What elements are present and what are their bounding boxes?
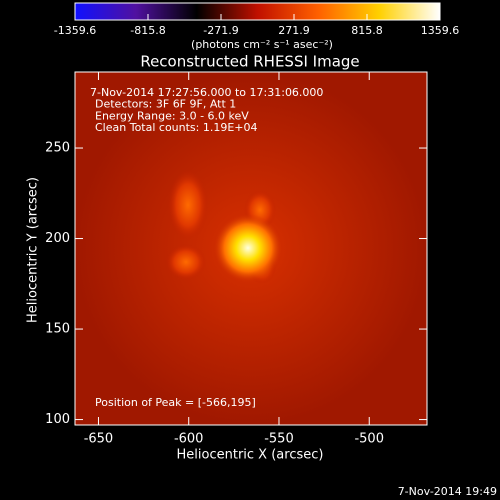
peak-label: Position of Peak = [-566,195]: [95, 396, 256, 409]
y-tick-label: 250: [45, 141, 70, 156]
annotation: Clean Total counts: 1.19E+04: [95, 121, 258, 134]
annotation: Detectors: 3F 6F 9F, Att 1: [95, 98, 236, 111]
plot-frame: [74, 71, 428, 426]
colorbar-tick-label: -815.8: [130, 24, 165, 37]
annotation: 7-Nov-2014 17:27:56.000 to 17:31:06.000: [90, 86, 323, 99]
colorbar-label: (photons cm⁻² s⁻¹ asec⁻²): [191, 38, 333, 51]
colorbar-tick-label: -271.9: [203, 24, 238, 37]
x-tick-label: -550: [264, 432, 294, 447]
image: [75, 72, 427, 425]
chart-title: Reconstructed RHESSI Image: [140, 53, 359, 71]
y-axis-label: Heliocentric Y (arcsec): [26, 177, 41, 323]
colorbar: [74, 2, 441, 21]
x-tick-label: -600: [174, 432, 204, 447]
annotation: Energy Range: 3.0 - 6.0 keV: [95, 109, 249, 122]
colorbar-tick-label: 815.8: [351, 24, 383, 37]
x-tick-label: -650: [84, 432, 114, 447]
x-tick-label: -500: [354, 432, 384, 447]
y-tick-label: 150: [45, 322, 70, 337]
x-axis-label: Heliocentric X (arcsec): [177, 448, 324, 463]
y-tick-label: 200: [45, 231, 70, 246]
colorbar-tick-label: 271.9: [278, 24, 310, 37]
colorbar-tick-label: 1359.6: [421, 24, 460, 37]
footer-date: 7-Nov-2014 19:49: [398, 485, 497, 498]
colorbar-tick-label: -1359.6: [54, 24, 96, 37]
y-tick-label: 100: [45, 412, 70, 427]
